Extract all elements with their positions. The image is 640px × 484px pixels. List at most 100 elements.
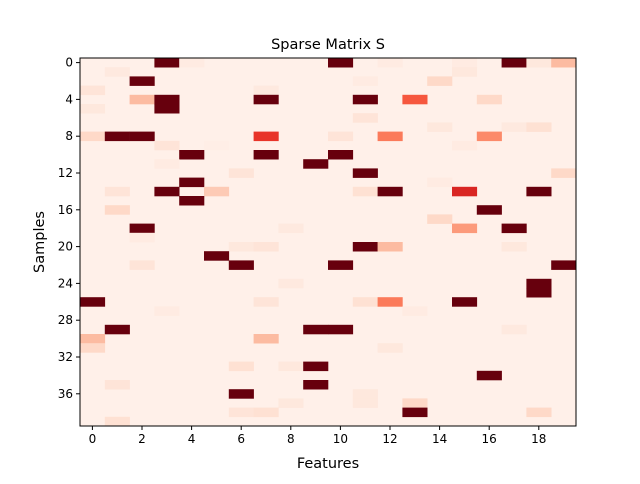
x-tick-label: 18: [531, 432, 546, 446]
heatmap-cell: [377, 131, 403, 142]
x-tick-label: 6: [237, 432, 245, 446]
heatmap-cell: [179, 177, 205, 188]
heatmap-cell: [129, 131, 155, 142]
heatmap-cell: [228, 389, 254, 399]
heatmap-cell: [129, 76, 155, 86]
x-tick-label: 8: [287, 432, 295, 446]
heatmap-cell: [179, 150, 205, 160]
heatmap-cell: [204, 140, 230, 151]
heatmap-cell: [352, 297, 378, 307]
heatmap-cell: [452, 186, 478, 197]
heatmap-cell: [104, 186, 130, 197]
heatmap-cell: [452, 140, 478, 151]
y-axis-ticks: 0 4 8 12 16 20 24 28 32 36: [58, 56, 80, 401]
heatmap-cell: [402, 306, 428, 316]
heatmap-cell: [328, 131, 354, 142]
heatmap-cell: [452, 67, 478, 77]
heatmap-cell: [303, 324, 329, 335]
heatmap-cell: [377, 58, 403, 68]
heatmap-cell: [228, 168, 254, 178]
heatmap-cell: [328, 58, 354, 68]
heatmap-cell: [228, 260, 254, 270]
heatmap-cell: [228, 242, 254, 252]
heatmap-cell: [104, 416, 130, 427]
heatmap-cell: [253, 334, 279, 344]
heatmap-cell: [80, 334, 106, 344]
y-tick-label: 12: [58, 166, 73, 180]
heatmap-cell: [154, 94, 180, 105]
heatmap-cell: [80, 85, 106, 96]
y-tick-label: 8: [65, 129, 73, 143]
heatmap-cell: [80, 131, 106, 142]
heatmap-cell: [129, 94, 155, 105]
heatmap-cell: [476, 94, 502, 105]
heatmap-cell: [154, 140, 180, 151]
heatmap-cell: [377, 343, 403, 353]
heatmap-cell: [377, 242, 403, 252]
heatmap-cells: [80, 58, 577, 427]
heatmap-cell: [129, 260, 155, 270]
heatmap-cell: [377, 186, 403, 197]
heatmap-cell: [501, 122, 527, 132]
heatmap-cell: [452, 223, 478, 234]
heatmap-cell: [154, 58, 180, 68]
heatmap-cell: [402, 407, 428, 418]
heatmap-cell: [154, 186, 180, 197]
heatmap-cell: [452, 297, 478, 307]
heatmap-cell: [352, 76, 378, 86]
heatmap-cell: [526, 278, 552, 289]
heatmap-cell: [352, 398, 378, 408]
heatmap-cell: [526, 186, 552, 197]
heatmap-cell: [352, 113, 378, 123]
heatmap-cell: [551, 260, 577, 270]
heatmap-cell: [179, 196, 205, 206]
heatmap-cell: [80, 104, 106, 114]
heatmap-cell: [328, 324, 354, 335]
heatmap-cell: [80, 297, 106, 307]
y-tick-label: 0: [65, 56, 73, 70]
heatmap-cell: [328, 150, 354, 160]
heatmap-cell: [204, 251, 230, 261]
heatmap-cell: [501, 324, 527, 335]
heatmap-cell: [253, 407, 279, 418]
heatmap-cell: [129, 232, 155, 243]
x-axis-label: Features: [297, 456, 359, 472]
heatmap-cell: [104, 205, 130, 215]
heatmap-cell: [104, 324, 130, 335]
heatmap-cell: [278, 398, 304, 408]
heatmap-cell: [104, 380, 130, 390]
heatmap-cell: [253, 242, 279, 252]
heatmap-cell: [352, 389, 378, 399]
heatmap-cell: [278, 361, 304, 372]
heatmap-cell: [253, 131, 279, 142]
heatmap-cell: [104, 131, 130, 142]
heatmap-cell: [452, 58, 478, 68]
y-tick-label: 36: [58, 387, 73, 401]
heatmap-cell: [278, 223, 304, 234]
x-tick-label: 10: [333, 432, 348, 446]
heatmap-cell: [80, 343, 106, 353]
plot-frame: [79, 57, 577, 427]
heatmap-cell: [253, 150, 279, 160]
heatmap-cell: [427, 177, 453, 188]
heatmap-cell: [427, 214, 453, 224]
heatmap-cell: [427, 122, 453, 132]
heatmap-cell: [154, 159, 180, 169]
heatmap-cell: [154, 104, 180, 114]
heatmap-cell: [526, 58, 552, 68]
x-tick-label: 12: [382, 432, 397, 446]
heatmap-cell: [303, 361, 329, 372]
heatmap-cell: [476, 205, 502, 215]
y-tick-label: 16: [58, 203, 73, 217]
heatmap-cell: [352, 94, 378, 105]
heatmap-cell: [526, 407, 552, 418]
heatmap-cell: [253, 85, 279, 96]
heatmap-cell: [427, 76, 453, 86]
heatmap-cell: [228, 361, 254, 372]
x-tick-label: 4: [188, 432, 196, 446]
heatmap-cell: [303, 159, 329, 169]
x-tick-label: 0: [89, 432, 97, 446]
heatmap-cell: [526, 122, 552, 132]
y-tick-label: 28: [58, 313, 73, 327]
